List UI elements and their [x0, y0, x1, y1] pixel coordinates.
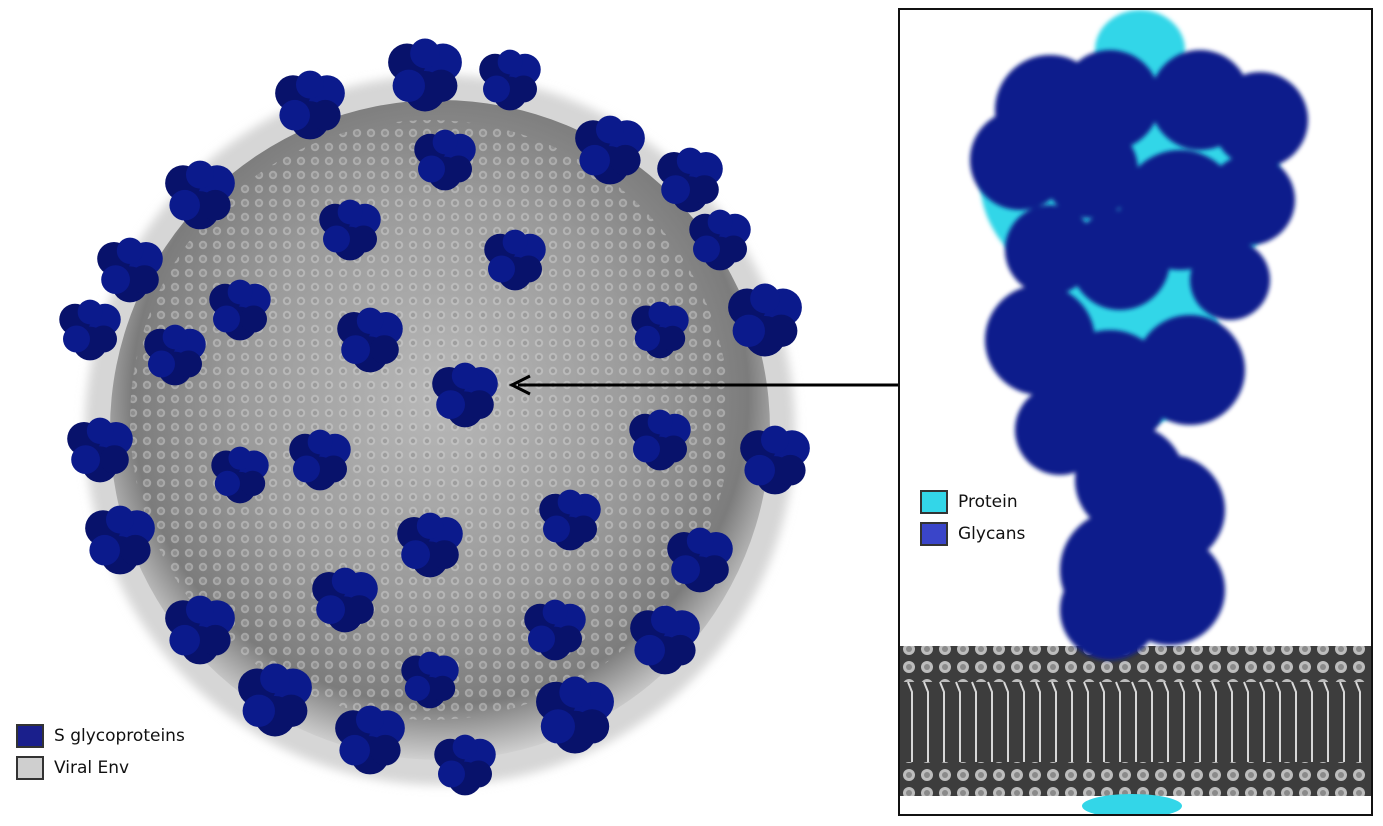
legend-swatch — [16, 756, 44, 780]
spike-glycoprotein — [337, 307, 403, 373]
glycan-cluster — [1190, 240, 1270, 320]
viral-envelope-texture — [130, 120, 730, 720]
spike-glycoprotein — [667, 527, 733, 593]
spike-glycoprotein — [97, 237, 163, 303]
glycan-cluster — [1135, 315, 1245, 425]
spike-glycoprotein — [388, 38, 462, 112]
spike-glycoprotein — [689, 209, 751, 271]
lipid-tail — [923, 681, 929, 762]
spike-group — [59, 38, 810, 796]
glycan-cluster — [1070, 210, 1170, 310]
glycan-cluster — [1060, 560, 1160, 660]
spike-glycoprotein — [539, 489, 601, 551]
spike-glycoprotein — [211, 446, 269, 504]
spike-glycoprotein — [312, 567, 378, 633]
lipid-tail — [1019, 681, 1025, 762]
spike-glycoprotein — [434, 734, 496, 796]
lipid-tail — [1355, 681, 1361, 762]
lipid-tail — [1051, 681, 1057, 762]
spike-glycoprotein — [335, 705, 405, 775]
lipid-tail — [1035, 681, 1041, 762]
lipid-tail — [1323, 681, 1329, 762]
lipid-tail — [1291, 681, 1297, 762]
lipid-tail — [939, 681, 945, 762]
legend-swatch — [920, 490, 948, 514]
legend-item-glycans: Glycans — [920, 518, 1025, 550]
spike-glycoprotein — [524, 599, 586, 661]
virion-illustration — [59, 38, 810, 796]
lipid-tail — [1307, 681, 1313, 762]
spike-glycoprotein — [657, 147, 723, 213]
lipid-tail — [1211, 681, 1217, 762]
spike-glycoprotein — [275, 70, 345, 140]
lipid-tail — [1179, 681, 1185, 762]
legend-spike: Protein Glycans — [920, 486, 1025, 550]
legend-item-protein: Protein — [920, 486, 1025, 518]
lipid-tail — [1003, 681, 1009, 762]
lipid-tail — [1195, 681, 1201, 762]
lipid-tail — [971, 681, 977, 762]
spike-glycoprotein — [630, 605, 700, 675]
transmembrane-tail — [1082, 794, 1182, 814]
lipid-tail — [1099, 681, 1105, 762]
spike-glycoprotein — [165, 160, 235, 230]
spike-glycoprotein — [144, 324, 206, 386]
spike-protein-render — [900, 10, 1371, 814]
lipid-tail — [955, 681, 961, 762]
spike-glycoprotein — [728, 283, 802, 357]
lipid-tails — [907, 681, 1361, 762]
lipid-tail — [907, 681, 913, 762]
glycan-cluster — [1205, 155, 1295, 245]
lipid-tail — [1131, 681, 1137, 762]
legend-label: Viral Env — [54, 758, 130, 778]
legend-label: S glycoproteins — [54, 726, 185, 746]
spike-glycoprotein — [289, 429, 351, 491]
spike-glycoprotein — [432, 362, 498, 428]
spike-glycoprotein — [479, 49, 541, 111]
spike-glycoprotein — [85, 505, 155, 575]
lipid-tail — [987, 681, 993, 762]
legend-item-viral-env: Viral Env — [16, 752, 185, 784]
legend-label: Protein — [958, 492, 1018, 512]
glycan-shield — [970, 50, 1308, 660]
spike-inset-panel — [898, 8, 1373, 816]
lipid-tail — [1227, 681, 1233, 762]
lipid-headgroups-bottom — [900, 762, 1371, 796]
lipid-tail — [1243, 681, 1249, 762]
spike-glycoprotein — [209, 279, 271, 341]
legend-item-s-glycoproteins: S glycoproteins — [16, 720, 185, 752]
lipid-tail — [1083, 681, 1089, 762]
lipid-tail — [1163, 681, 1169, 762]
lipid-tail — [1275, 681, 1281, 762]
spike-glycoprotein — [631, 301, 689, 359]
legend-swatch — [920, 522, 948, 546]
spike-glycoprotein — [629, 409, 691, 471]
spike-glycoprotein — [414, 129, 476, 191]
lipid-tail — [1259, 681, 1265, 762]
legend-swatch — [16, 724, 44, 748]
spike-glycoprotein — [401, 651, 459, 709]
spike-glycoprotein — [238, 663, 312, 737]
spike-glycoprotein — [536, 676, 614, 754]
legend-label: Glycans — [958, 524, 1026, 544]
spike-glycoprotein — [484, 229, 546, 291]
spike-glycoprotein — [59, 299, 121, 361]
spike-glycoprotein — [397, 512, 463, 578]
spike-glycoprotein — [319, 199, 381, 261]
lipid-tail — [1147, 681, 1153, 762]
legend-virion: S glycoproteins Viral Env — [16, 720, 185, 784]
pointer-arrow — [508, 374, 898, 396]
glycan-cluster — [1042, 122, 1138, 218]
lipid-tail — [1067, 681, 1073, 762]
spike-glycoprotein — [575, 115, 645, 185]
lipid-tail — [1115, 681, 1121, 762]
glycan-cluster — [1212, 72, 1308, 168]
lipid-tail — [1339, 681, 1345, 762]
spike-glycoprotein — [67, 417, 133, 483]
spike-glycoprotein — [740, 425, 810, 495]
spike-glycoprotein — [165, 595, 235, 665]
